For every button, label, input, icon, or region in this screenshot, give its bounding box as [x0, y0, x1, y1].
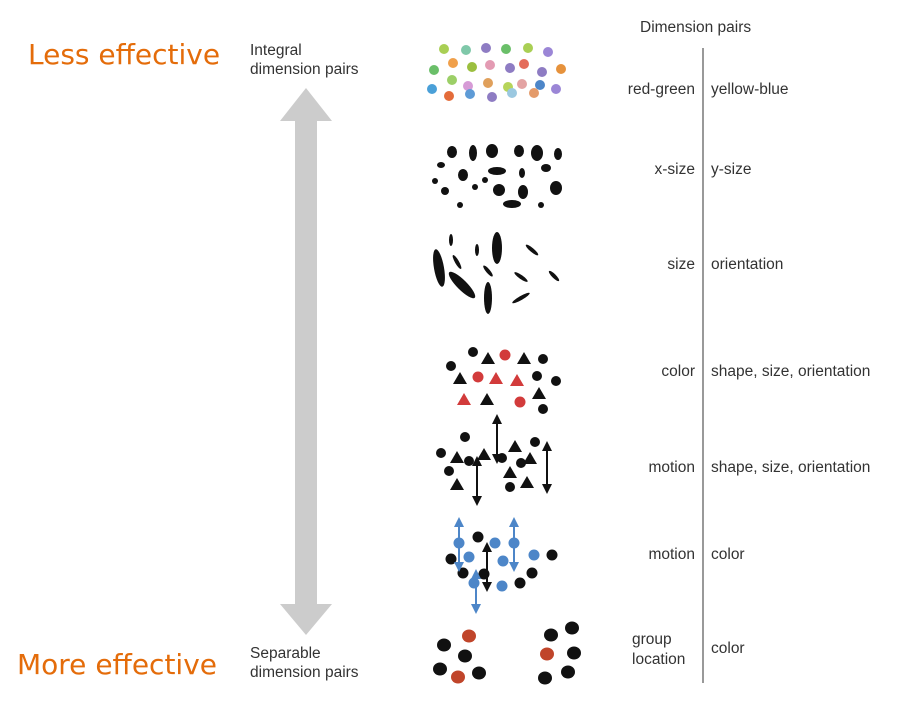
row-4-left-label: color [661, 363, 695, 380]
color-shape-symbols [446, 347, 561, 414]
row-4-right-label: shape, size, orientation [711, 363, 871, 380]
less-effective-label: Less effective [28, 38, 221, 71]
motion-color-symbols [445, 517, 558, 614]
row-7-right-label: color [711, 640, 745, 657]
row-6-left-label: motion [648, 546, 695, 563]
row-5-left-label: motion [648, 459, 695, 476]
integral-dimension-pairs-label: Integral dimension pairs [250, 42, 359, 78]
dimension-pairs-title: Dimension pairs [640, 19, 752, 36]
row-2-right-label: y-size [711, 161, 752, 178]
row-3-right-label: orientation [711, 256, 784, 273]
red-green-yellow-blue-dots [427, 43, 566, 102]
row-1-right-label: yellow-blue [711, 81, 789, 98]
row-6-right-label: color [711, 546, 745, 563]
more-effective-label: More effective [17, 648, 218, 681]
group-location-color-dots [433, 621, 581, 685]
motion-shape-symbols [436, 414, 552, 506]
row-7-left-label: group location [632, 631, 686, 668]
row-2-left-label: x-size [654, 161, 695, 178]
row-5-right-label: shape, size, orientation [711, 459, 871, 476]
separable-dimension-pairs-label: Separable dimension pairs [250, 645, 359, 681]
row-1-left-label: red-green [627, 81, 695, 98]
row-3-left-label: size [667, 256, 695, 273]
x-size-y-size-ellipses [432, 144, 562, 208]
size-orientation-ellipses [433, 232, 560, 314]
